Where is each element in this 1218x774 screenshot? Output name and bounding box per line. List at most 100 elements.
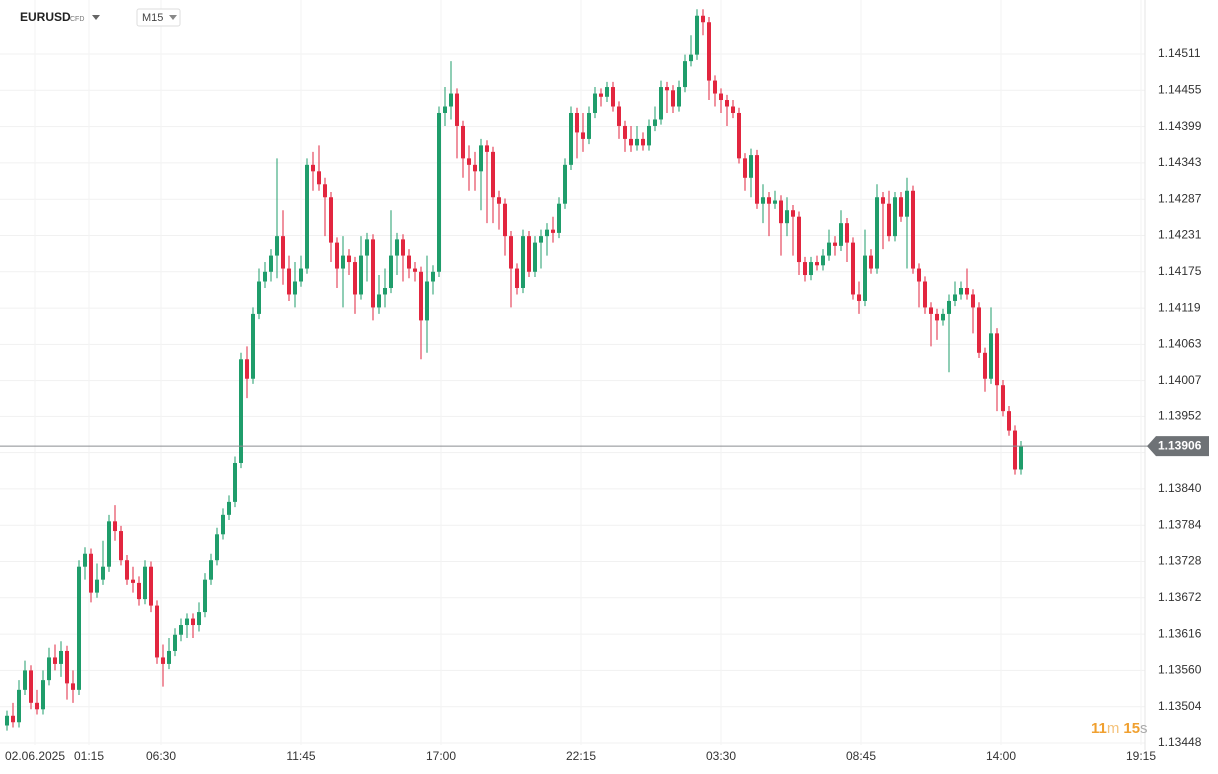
- candle-body: [251, 313, 255, 379]
- candle-body: [1007, 411, 1011, 431]
- x-axis: 02.06.2025 01:15 06:30 11:45 17:00 22:15 03:30…: [5, 749, 1156, 763]
- candle-body: [701, 15, 705, 23]
- candle-body: [983, 352, 987, 379]
- candle-body: [971, 294, 975, 308]
- countdown-minutes: 11: [1091, 720, 1107, 737]
- timeframe-box[interactable]: [136, 8, 181, 27]
- candle-body: [899, 197, 903, 217]
- y-tick-label: 1.14119: [1158, 300, 1201, 314]
- candle-body: [551, 229, 555, 233]
- candle-body: [731, 106, 735, 113]
- candle-body: [425, 281, 429, 321]
- timeframe-dropdown[interactable]: [169, 15, 177, 20]
- candle-body: [83, 553, 87, 567]
- candle-body: [905, 190, 909, 217]
- candle-body: [119, 531, 123, 561]
- candle-body: [473, 164, 477, 172]
- candle-body: [545, 229, 549, 237]
- candle-body: [419, 271, 423, 321]
- candle-body: [947, 300, 951, 314]
- candle-body: [521, 236, 525, 288]
- candle-body: [443, 106, 447, 113]
- candle-body: [47, 657, 51, 681]
- candle-body: [953, 294, 957, 301]
- candle-body: [713, 80, 717, 94]
- candle-body: [965, 287, 969, 295]
- candle-body: [407, 255, 411, 269]
- candle-body: [881, 197, 885, 204]
- candle-body: [449, 93, 453, 107]
- last-price: 1.13906: [0, 436, 1209, 457]
- candle-body: [77, 566, 81, 690]
- candle-body: [809, 262, 813, 276]
- y-tick-label: 1.14343: [1158, 155, 1202, 169]
- candle-body: [941, 313, 945, 321]
- candle-body: [761, 197, 765, 204]
- candle-body: [209, 560, 213, 580]
- candle-body: [779, 200, 783, 224]
- candle-body: [803, 262, 807, 276]
- candle-body: [923, 281, 927, 308]
- candle-body: [995, 333, 999, 386]
- candle-body: [497, 197, 501, 204]
- candle-body: [857, 294, 861, 301]
- symbol-badge: CFD: [70, 16, 84, 23]
- x-tick-label: 03:30: [706, 749, 736, 763]
- x-tick-label: 11:45: [286, 749, 315, 763]
- candle-body: [287, 268, 291, 295]
- candle-body: [815, 262, 819, 266]
- candle-body: [173, 634, 177, 651]
- candle-body: [23, 670, 27, 690]
- candle-body: [827, 242, 831, 256]
- candle-body: [5, 715, 9, 726]
- candle-body: [263, 271, 267, 282]
- candle-body: [869, 255, 873, 269]
- y-tick-label: 1.14231: [1158, 228, 1202, 242]
- candle-body: [143, 566, 147, 600]
- candle-body: [677, 87, 681, 107]
- candle-body: [575, 112, 579, 133]
- candle-body: [155, 605, 159, 658]
- candle-body: [281, 236, 285, 269]
- candle-body: [839, 223, 843, 246]
- countdown-seconds: 15: [1123, 720, 1140, 737]
- candle-body: [791, 210, 795, 217]
- candle-body: [11, 715, 15, 723]
- candle-body: [635, 138, 639, 146]
- x-tick-label: 08:45: [846, 749, 876, 763]
- y-tick-label: 1.13952: [1158, 408, 1202, 422]
- candle-body: [215, 534, 219, 561]
- candle-body: [191, 618, 195, 626]
- symbol[interactable]: EURUSD: [20, 10, 71, 24]
- candle-body: [959, 287, 963, 295]
- candle-body: [689, 54, 693, 62]
- y-tick-label: 1.13504: [1158, 699, 1202, 713]
- candle-body: [41, 680, 45, 710]
- candle-body: [161, 657, 165, 664]
- candle-body: [359, 255, 363, 295]
- y-tick-label: 1.13616: [1158, 626, 1202, 640]
- symbol-dropdown[interactable]: [92, 15, 100, 20]
- candle-body: [665, 87, 669, 91]
- y-tick-label: 1.14455: [1158, 82, 1202, 96]
- candle-body: [683, 61, 687, 88]
- x-tick-label: 14:00: [986, 749, 1016, 763]
- candle-body: [323, 184, 327, 198]
- y-tick-label: 1.13728: [1158, 554, 1202, 568]
- candle-body: [767, 197, 771, 204]
- candle-body: [179, 625, 183, 635]
- candle-body: [101, 566, 105, 580]
- candle-body: [491, 151, 495, 198]
- candle-body: [1001, 385, 1005, 412]
- candle-body: [671, 90, 675, 107]
- candle-body: [431, 271, 435, 282]
- candle-body: [743, 158, 747, 178]
- candle-body: [305, 164, 309, 269]
- candle-body: [599, 93, 603, 97]
- candle-body: [755, 155, 759, 204]
- timeframe[interactable]: M15: [142, 12, 163, 24]
- candle-body: [239, 359, 243, 463]
- candle-body: [617, 106, 621, 126]
- candles: [5, 9, 1023, 731]
